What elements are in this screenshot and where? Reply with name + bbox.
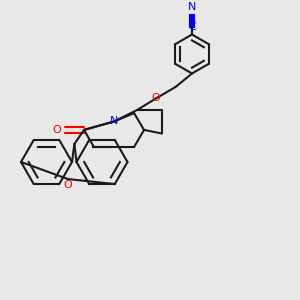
Text: N: N — [188, 2, 196, 13]
Text: N: N — [110, 116, 118, 127]
Text: O: O — [52, 125, 62, 135]
Text: O: O — [64, 180, 72, 190]
Text: C: C — [188, 22, 196, 32]
Text: O: O — [152, 93, 160, 103]
